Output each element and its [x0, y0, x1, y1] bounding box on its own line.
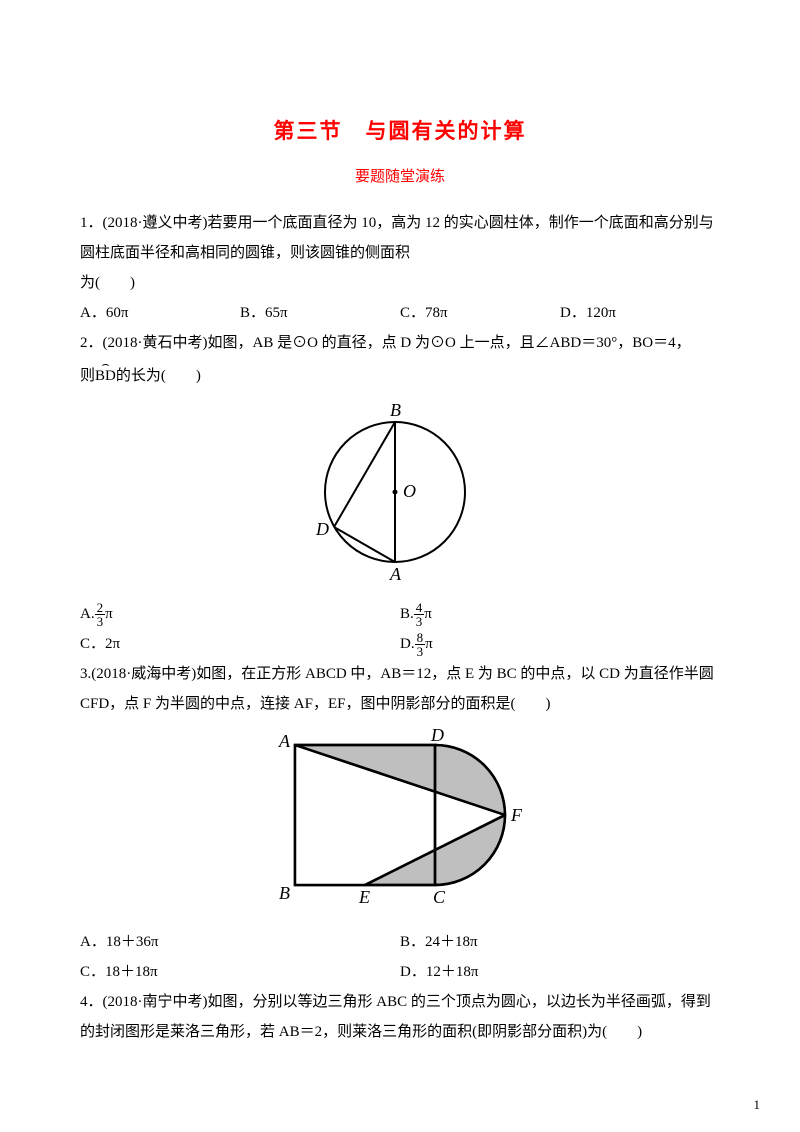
- problem-3-options-1: A．18＋36π B．24＋18π: [80, 927, 720, 957]
- figure-circle: B A O D: [285, 397, 515, 582]
- figure-1-wrap: B A O D: [80, 397, 720, 593]
- p2a-num: 2: [95, 601, 106, 615]
- p2-opt-a: A.23π: [80, 599, 400, 629]
- problem-2-line1: 2．(2018·黄石中考)如图，AB 是⊙O 的直径，点 D 为⊙O 上一点，且…: [80, 328, 720, 358]
- p1-opt-b: B．65π: [240, 298, 400, 328]
- p1-opt-a: A．60π: [80, 298, 240, 328]
- p2a-den: 3: [95, 615, 106, 628]
- p2d-den: 3: [415, 645, 426, 658]
- section-title: 第三节 与圆有关的计算: [80, 110, 720, 152]
- problem-2-options-2: C．2π D.83π: [80, 629, 720, 659]
- figure-square-semicircle: A D B C E F: [255, 725, 545, 910]
- page-number: 1: [0, 1077, 800, 1113]
- svg-text:B: B: [390, 400, 401, 420]
- p3-opt-b: B．24＋18π: [400, 927, 720, 957]
- p1-opt-d: D．120π: [560, 298, 720, 328]
- svg-text:C: C: [433, 887, 446, 907]
- p3-opt-a: A．18＋36π: [80, 927, 400, 957]
- p2-opt-c: C．2π: [80, 629, 400, 659]
- p2-opt-b: B.43π: [400, 599, 720, 629]
- svg-text:B: B: [279, 883, 290, 903]
- arc-bd: BD: [95, 358, 116, 391]
- problem-4: 4．(2018·南宁中考)如图，分别以等边三角形 ABC 的三个顶点为圆心，以边…: [80, 987, 720, 1047]
- svg-text:E: E: [358, 887, 370, 907]
- problem-2-options-1: A.23π B.43π: [80, 599, 720, 629]
- p3-opt-c: C．18＋18π: [80, 957, 400, 987]
- problem-1: 1．(2018·遵义中考)若要用一个底面直径为 10，高为 12 的实心圆柱体，…: [80, 208, 720, 268]
- svg-text:F: F: [510, 805, 523, 825]
- problem-3: 3.(2018·威海中考)如图，在正方形 ABCD 中，AB＝12，点 E 为 …: [80, 659, 720, 719]
- problem-1-options: A．60π B．65π C．78π D．120π: [80, 298, 720, 328]
- problem-1-text: 1．(2018·遵义中考)若要用一个底面直径为 10，高为 12 的实心圆柱体，…: [80, 215, 714, 261]
- p2d-num: 8: [415, 631, 426, 645]
- svg-text:O: O: [403, 481, 416, 501]
- problem-2-line2: 则BD的长为( ): [80, 358, 720, 391]
- page: 第三节 与圆有关的计算 要题随堂演练 1．(2018·遵义中考)若要用一个底面直…: [0, 0, 800, 1077]
- figure-2-wrap: A D B C E F: [80, 725, 720, 921]
- p1-opt-c: C．78π: [400, 298, 560, 328]
- p2b-num: 4: [414, 601, 425, 615]
- svg-text:D: D: [430, 725, 444, 745]
- p3-opt-d: D．12＋18π: [400, 957, 720, 987]
- p2-opt-d: D.83π: [400, 629, 720, 659]
- svg-text:A: A: [389, 564, 402, 582]
- svg-text:A: A: [278, 731, 291, 751]
- p2b-den: 3: [414, 615, 425, 628]
- problem-3-options-2: C．18＋18π D．12＋18π: [80, 957, 720, 987]
- problem-2-post: 的长为( ): [116, 368, 201, 384]
- problem-1-tail: 为( ): [80, 268, 720, 298]
- section-subtitle: 要题随堂演练: [80, 162, 720, 192]
- svg-text:D: D: [315, 519, 329, 539]
